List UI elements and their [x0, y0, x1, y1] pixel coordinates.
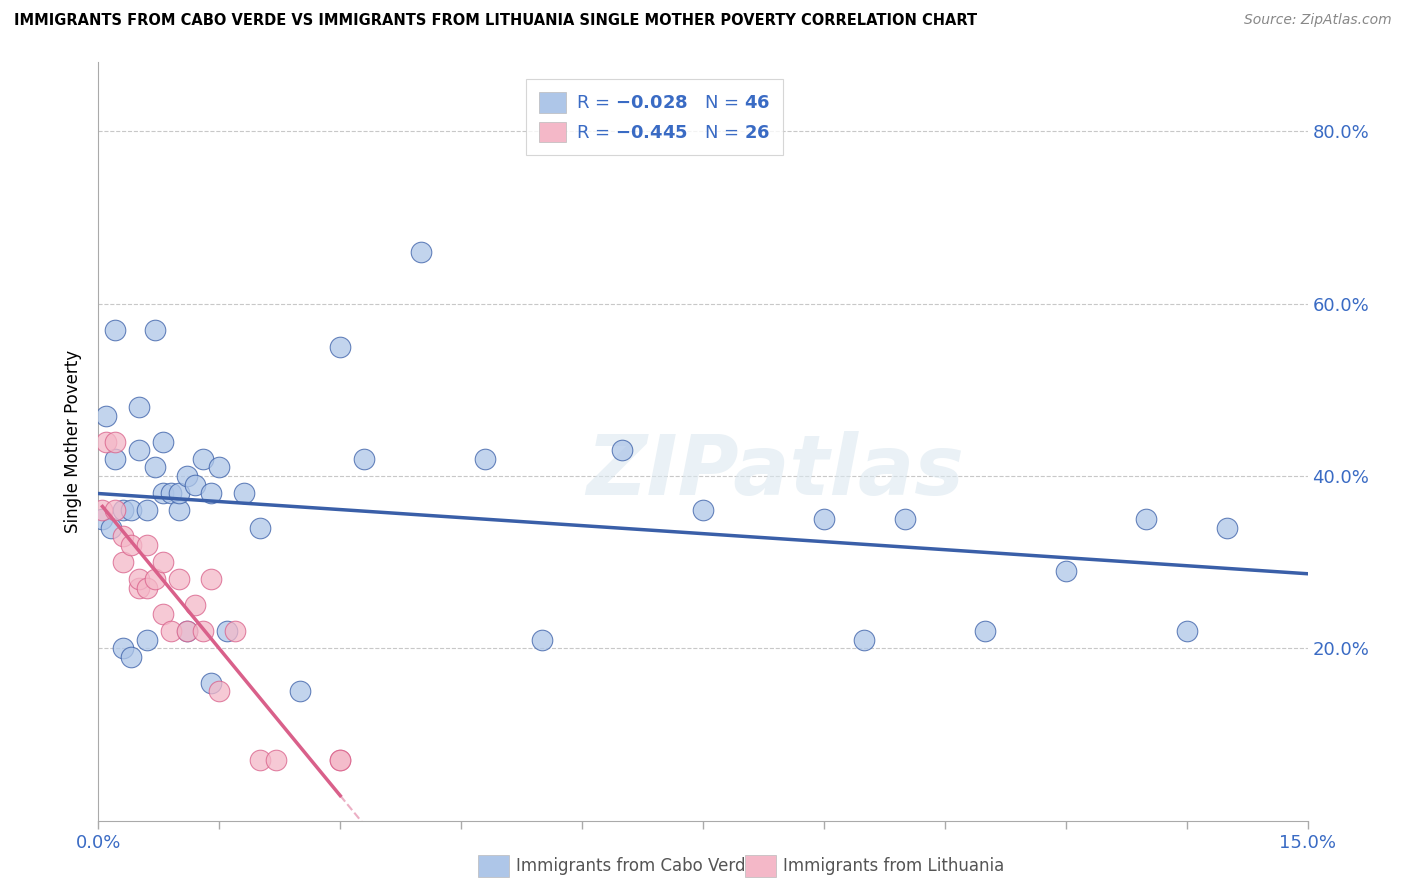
Point	[160, 486, 183, 500]
Point	[288, 684, 311, 698]
Legend: R = $\mathbf{-0.028}$   N = $\mathbf{46}$, R = $\mathbf{-0.445}$   N = $\mathbf{: R = $\mathbf{-0.028}$ N = $\mathbf{46}$,…	[526, 79, 783, 155]
Point	[152, 555, 174, 569]
Point	[974, 624, 997, 639]
Text: ZIPatlas: ZIPatlas	[586, 432, 965, 512]
Point	[100, 521, 122, 535]
Point	[135, 503, 157, 517]
Point	[692, 503, 714, 517]
Point	[111, 555, 134, 569]
Point	[167, 486, 190, 500]
Point	[176, 624, 198, 639]
Point	[91, 503, 114, 517]
Point	[103, 434, 125, 449]
Point	[135, 632, 157, 647]
Point	[96, 409, 118, 423]
Point	[193, 451, 215, 466]
Point	[1054, 564, 1077, 578]
Point	[329, 753, 352, 767]
Point	[1135, 512, 1157, 526]
Point	[329, 753, 352, 767]
Point	[143, 460, 166, 475]
Point	[353, 451, 375, 466]
Point	[103, 322, 125, 336]
Point	[128, 581, 150, 595]
Point	[135, 538, 157, 552]
Point	[1175, 624, 1198, 639]
Point	[96, 434, 118, 449]
Point	[176, 469, 198, 483]
Point	[200, 486, 222, 500]
Point	[120, 503, 142, 517]
Point	[612, 443, 634, 458]
Point	[103, 503, 125, 517]
Point	[184, 477, 207, 491]
Y-axis label: Single Mother Poverty: Single Mother Poverty	[65, 350, 83, 533]
Point	[409, 244, 432, 259]
Point	[200, 675, 222, 690]
Point	[184, 599, 207, 613]
Point	[813, 512, 835, 526]
Point	[128, 400, 150, 414]
Point	[474, 451, 496, 466]
Point	[128, 443, 150, 458]
Point	[111, 503, 134, 517]
Point	[200, 573, 222, 587]
Point	[143, 322, 166, 336]
Point	[160, 624, 183, 639]
Point	[208, 460, 231, 475]
Point	[152, 486, 174, 500]
Point	[224, 624, 246, 639]
Text: Immigrants from Lithuania: Immigrants from Lithuania	[783, 857, 1004, 875]
Point	[91, 512, 114, 526]
Point	[530, 632, 553, 647]
Point	[135, 581, 157, 595]
Point	[111, 641, 134, 656]
Text: Source: ZipAtlas.com: Source: ZipAtlas.com	[1244, 13, 1392, 28]
Point	[1216, 521, 1239, 535]
Text: IMMIGRANTS FROM CABO VERDE VS IMMIGRANTS FROM LITHUANIA SINGLE MOTHER POVERTY CO: IMMIGRANTS FROM CABO VERDE VS IMMIGRANTS…	[14, 13, 977, 29]
Point	[167, 503, 190, 517]
Point	[152, 434, 174, 449]
Point	[264, 753, 287, 767]
Point	[103, 451, 125, 466]
Point	[232, 486, 254, 500]
Text: Immigrants from Cabo Verde: Immigrants from Cabo Verde	[516, 857, 756, 875]
Point	[111, 529, 134, 543]
Point	[128, 573, 150, 587]
Point	[329, 340, 352, 354]
Point	[152, 607, 174, 621]
Point	[120, 538, 142, 552]
Point	[893, 512, 915, 526]
Point	[208, 684, 231, 698]
Point	[167, 573, 190, 587]
Point	[176, 624, 198, 639]
Point	[249, 521, 271, 535]
Point	[143, 573, 166, 587]
Point	[249, 753, 271, 767]
Point	[217, 624, 239, 639]
Point	[193, 624, 215, 639]
Point	[120, 649, 142, 664]
Point	[853, 632, 876, 647]
